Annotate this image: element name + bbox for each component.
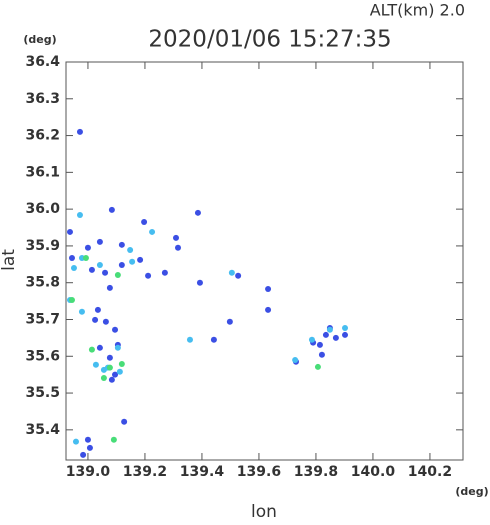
y-tick-label: 35.5 (25, 385, 60, 401)
x-tick-label: 139.4 (180, 464, 225, 480)
echo-point (141, 219, 148, 226)
y-tick-label: 35.9 (25, 238, 60, 254)
y-tick-label: 35.8 (25, 275, 60, 291)
echo-point (92, 361, 99, 368)
x-unit: (deg) (455, 485, 488, 498)
echo-point (68, 296, 75, 303)
echo-point (92, 316, 99, 323)
echo-point (235, 272, 242, 279)
echo-point (316, 341, 323, 348)
echo-point (106, 364, 113, 371)
echo-point (76, 128, 83, 135)
echo-point (78, 308, 85, 315)
echo-point (145, 272, 152, 279)
echo-point (84, 436, 91, 443)
chart-title: 2020/01/06 15:27:35 (148, 27, 391, 53)
echo-point (149, 228, 156, 235)
echo-point (228, 269, 235, 276)
echo-point (102, 269, 109, 276)
echo-point (88, 346, 95, 353)
y-tick-label: 35.6 (25, 348, 60, 364)
y-unit: (deg) (23, 33, 56, 46)
echo-point (86, 444, 93, 451)
echo-point (100, 374, 107, 381)
echo-point (137, 256, 144, 263)
echo-point (194, 209, 201, 216)
echo-point (72, 438, 79, 445)
echo-point (342, 331, 349, 338)
y-tick-label: 36.2 (25, 128, 60, 144)
echo-point (84, 244, 91, 251)
echo-point (70, 264, 77, 271)
echo-point (314, 363, 321, 370)
x-axis-label: lon (251, 502, 277, 521)
echo-point (76, 212, 83, 219)
x-tick-label: 140.0 (351, 464, 396, 480)
x-tick-label: 139.8 (294, 464, 338, 480)
echo-point (108, 376, 115, 383)
echo-point (127, 246, 134, 253)
echo-point (118, 360, 125, 367)
echo-point (118, 262, 125, 269)
echo-point (308, 336, 315, 343)
x-tick-label: 139.6 (237, 464, 281, 480)
echo-point (114, 271, 121, 278)
echo-point (116, 368, 123, 375)
echo-point (226, 318, 233, 325)
echo-point (102, 318, 109, 325)
echo-point (88, 266, 95, 273)
x-tick-label: 140.2 (408, 464, 452, 480)
echo-point (326, 326, 333, 333)
echo-point (96, 344, 103, 351)
echo-point (186, 336, 193, 343)
echo-point (292, 356, 299, 363)
y-tick-label: 35.7 (25, 311, 60, 327)
y-tick-label: 35.4 (25, 422, 60, 438)
echo-point (80, 451, 87, 458)
echo-point (106, 354, 113, 361)
x-tick-label: 139.0 (66, 464, 111, 480)
echo-point (96, 238, 103, 245)
echo-point (196, 279, 203, 286)
echo-point (322, 331, 329, 338)
plot-frame (65, 61, 464, 461)
x-tick-label: 139.2 (123, 464, 167, 480)
y-tick-label: 36.4 (25, 54, 60, 70)
echo-point (94, 306, 101, 313)
echo-point (110, 436, 117, 443)
echo-point (82, 255, 89, 262)
altitude-label: ALT(km) 2.0 (370, 1, 465, 20)
echo-point (112, 371, 119, 378)
echo-point (121, 418, 128, 425)
echo-point (342, 324, 349, 331)
echo-point (108, 206, 115, 213)
echo-point (332, 334, 339, 341)
echo-point (68, 255, 75, 262)
y-tick-label: 36.0 (25, 201, 60, 217)
echo-point (173, 234, 180, 241)
echo-point (96, 262, 103, 269)
echo-point (66, 228, 73, 235)
echo-point (106, 284, 113, 291)
echo-point (318, 351, 325, 358)
echo-point (112, 326, 119, 333)
echo-point (161, 269, 168, 276)
y-axis-label: lat (0, 249, 19, 271)
echo-point (114, 344, 121, 351)
echo-point (118, 241, 125, 248)
echo-point (265, 285, 272, 292)
echo-point (265, 306, 272, 313)
y-tick-label: 36.1 (25, 164, 60, 180)
echo-point (129, 258, 136, 265)
echo-point (175, 244, 182, 251)
echo-point (210, 336, 217, 343)
y-tick-label: 36.3 (25, 91, 60, 107)
